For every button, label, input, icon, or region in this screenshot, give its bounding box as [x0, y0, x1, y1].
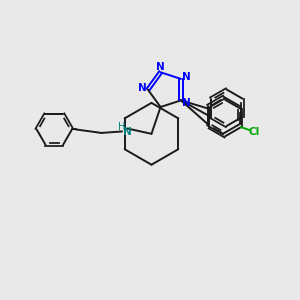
Text: N: N — [123, 127, 132, 137]
Text: H: H — [118, 122, 126, 132]
Text: N: N — [182, 72, 190, 82]
Text: N: N — [182, 98, 190, 108]
Text: Cl: Cl — [249, 127, 260, 136]
Text: N: N — [156, 62, 165, 72]
Text: N: N — [138, 83, 147, 93]
